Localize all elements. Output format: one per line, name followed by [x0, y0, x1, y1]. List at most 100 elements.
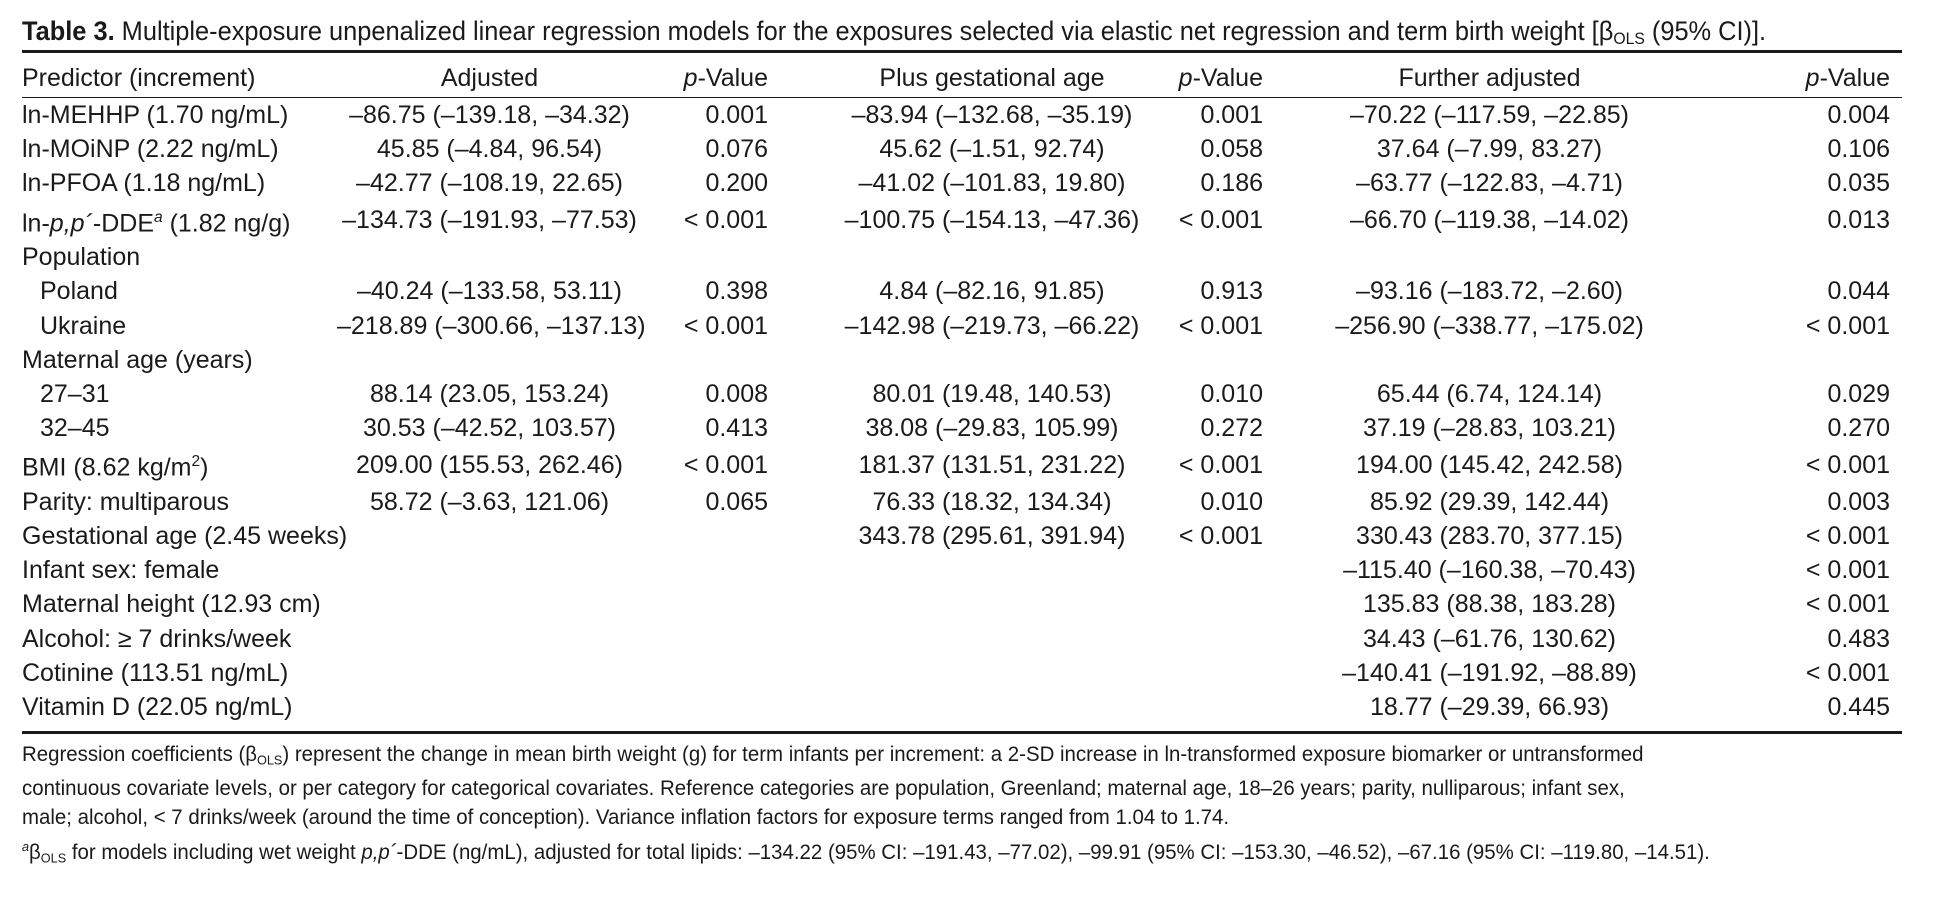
- header-p-value-further: p-Value: [1805, 64, 1890, 92]
- p-value-adjusted-cell: 0.065: [705, 487, 768, 516]
- p-value-further-cell: < 0.001: [1805, 522, 1890, 551]
- header-p-value-adjusted: p-Value: [683, 64, 768, 92]
- estimate-gestational-cell: [832, 553, 1152, 587]
- p-value-adjusted-cell: 0.008: [705, 379, 768, 408]
- estimate-adjusted-cell: 209.00 (155.53, 262.46): [356, 450, 623, 479]
- p-value-gestational-cell: < 0.001: [1178, 450, 1263, 479]
- p-value-further-cell: < 0.001: [1805, 658, 1890, 687]
- table-row: BMI (8.62 kg/m2) 209.00 (155.53, 262.46) <…: [22, 445, 1902, 485]
- p-value-gestational-cell: 0.001: [1200, 101, 1263, 129]
- estimate-further-cell: 135.83 (88.38, 183.28): [1363, 590, 1616, 619]
- p-value-gestational-cell: 0.010: [1200, 379, 1263, 408]
- p-value-adjusted-cell: [642, 656, 832, 690]
- estimate-further-cell: 37.19 (–28.83, 103.21): [1363, 414, 1616, 443]
- p-value-further-cell: 0.004: [1827, 101, 1890, 129]
- p-value-gestational-cell: [1152, 240, 1317, 274]
- caption-text: Multiple-exposure unpenalized linear reg…: [114, 16, 1599, 46]
- predictor-cell: Parity: multiparous: [22, 487, 230, 516]
- estimate-gestational-cell: –83.94 (–132.68, –35.19): [851, 101, 1133, 129]
- header-further-adjusted: Further adjusted: [1398, 64, 1581, 92]
- table-row: Maternal height (12.93 cm) 135.83 (88.38,…: [22, 587, 1902, 621]
- header-rule: [22, 97, 1902, 98]
- estimate-gestational-cell: [832, 622, 1152, 656]
- caption-text-end: (95% CI)].: [1644, 16, 1767, 46]
- predictor-cell: BMI (8.62 kg/m2): [22, 453, 209, 482]
- table-row: Cotinine (113.51 ng/mL) –140.41 (–191.92,…: [22, 656, 1902, 690]
- estimate-adjusted-cell: –40.24 (–133.58, 53.11): [356, 277, 623, 306]
- p-value-gestational-cell: [1152, 656, 1317, 690]
- table-row: Parity: multiparous 58.72 (–3.63, 121.06)…: [22, 485, 1902, 519]
- predictor-cell: Population: [22, 243, 141, 272]
- predictor-cell: Maternal height (12.93 cm): [22, 590, 321, 619]
- p-value-gestational-cell: 0.058: [1200, 135, 1263, 164]
- estimate-gestational-cell: –100.75 (–154.13, –47.36): [844, 206, 1140, 235]
- p-value-further-cell: [1662, 343, 1902, 377]
- predictor-cell: Cotinine (113.51 ng/mL): [22, 658, 289, 687]
- table-row: Poland –40.24 (–133.58, 53.11) 0.398 4.84 (…: [22, 274, 1902, 308]
- table-row: Ukraine –218.89 (–300.66, –137.13) < 0.001…: [22, 309, 1902, 343]
- header-row: Predictor (increment) Adjusted p-Value P…: [22, 60, 1902, 96]
- p-value-further-cell: 0.483: [1827, 624, 1890, 653]
- estimate-adjusted-cell: –134.73 (–191.93, –77.53): [342, 206, 637, 235]
- estimate-adjusted-cell: 45.85 (–4.84, 96.54): [376, 135, 603, 164]
- p-value-adjusted-cell: 0.001: [705, 101, 768, 129]
- estimate-further-cell: 18.77 (–29.39, 66.93): [1369, 693, 1610, 722]
- estimate-further-cell: [1317, 343, 1662, 377]
- caption-beta: β: [1598, 16, 1614, 46]
- estimate-further-cell: 85.92 (29.39, 142.44): [1369, 487, 1610, 516]
- p-value-adjusted-cell: [642, 553, 832, 587]
- estimate-gestational-cell: 181.37 (131.51, 231.22): [858, 450, 1126, 479]
- p-value-further-cell: 0.035: [1827, 169, 1890, 198]
- footnote-line: male; alcohol, < 7 drinks/week (around t…: [22, 805, 1230, 830]
- estimate-gestational-cell: 76.33 (18.32, 134.34): [872, 487, 1112, 516]
- p-value-gestational-cell: [1152, 587, 1317, 621]
- estimate-gestational-cell: 343.78 (295.61, 391.94): [858, 522, 1126, 551]
- predictor-cell: Alcohol: ≥ 7 drinks/week: [22, 624, 292, 653]
- header-predictor: Predictor (increment): [22, 64, 256, 92]
- estimate-gestational-cell: 4.84 (–82.16, 91.85): [879, 277, 1105, 306]
- bottom-rule: [22, 731, 1902, 734]
- table-row: ln-PFOA (1.18 ng/mL) –42.77 (–108.19, 22.…: [22, 166, 1902, 200]
- header-plus-gestational-age: Plus gestational age: [879, 64, 1105, 92]
- p-value-further-cell: 0.044: [1827, 277, 1890, 306]
- p-value-adjusted-cell: [642, 343, 832, 377]
- estimate-adjusted-cell: [337, 343, 642, 377]
- estimate-adjusted-cell: [337, 690, 642, 724]
- p-value-adjusted-cell: < 0.001: [683, 311, 768, 340]
- estimate-further-cell: [1317, 240, 1662, 274]
- header-adjusted: Adjusted: [440, 64, 539, 92]
- predictor-cell: Maternal age (years): [22, 345, 253, 374]
- p-value-adjusted-cell: [642, 240, 832, 274]
- estimate-further-cell: –140.41 (–191.92, –88.89): [1342, 658, 1637, 687]
- table-row: ln-MEHHP (1.70 ng/mL) –86.75 (–139.18, –3…: [22, 96, 1902, 132]
- table-row: ln-p,p´-DDEa (1.82 ng/g) –134.73 (–191.93…: [22, 201, 1902, 241]
- predictor-cell: Infant sex: female: [22, 556, 220, 585]
- table-row: 27–31 88.14 (23.05, 153.24) 0.008 80.01 (19…: [22, 377, 1902, 411]
- predictor-cell: Gestational age (2.45 weeks): [22, 522, 348, 551]
- estimate-further-cell: 330.43 (283.70, 377.15): [1356, 522, 1623, 551]
- predictor-cell: Ukraine: [40, 311, 127, 340]
- p-value-gestational-cell: 0.913: [1200, 277, 1263, 306]
- p-value-gestational-cell: [1152, 343, 1317, 377]
- table-row: ln-MOiNP (2.22 ng/mL) 45.85 (–4.84, 96.54…: [22, 132, 1902, 166]
- estimate-adjusted-cell: [337, 656, 642, 690]
- p-value-adjusted-cell: 0.076: [705, 135, 768, 164]
- p-value-gestational-cell: < 0.001: [1178, 206, 1263, 235]
- p-value-adjusted-cell: < 0.001: [683, 206, 768, 235]
- estimate-adjusted-cell: [337, 587, 642, 621]
- p-value-gestational-cell: < 0.001: [1178, 311, 1263, 340]
- p-value-gestational-cell: 0.010: [1200, 487, 1263, 516]
- estimate-adjusted-cell: 88.14 (23.05, 153.24): [369, 379, 610, 408]
- table-number: Table 3.: [22, 16, 115, 46]
- p-value-adjusted-cell: [642, 690, 832, 724]
- p-value-further-cell: 0.013: [1827, 206, 1890, 235]
- p-value-further-cell: 0.445: [1827, 693, 1890, 722]
- predictor-cell: ln-MEHHP (1.70 ng/mL): [22, 101, 289, 129]
- table-row: Maternal age (years): [22, 343, 1902, 377]
- estimate-further-cell: 34.43 (–61.76, 130.62): [1363, 624, 1616, 653]
- estimate-further-cell: –70.22 (–117.59, –22.85): [1350, 101, 1629, 129]
- estimate-gestational-cell: [832, 690, 1152, 724]
- estimate-gestational-cell: [832, 343, 1152, 377]
- p-value-gestational-cell: 0.186: [1200, 169, 1263, 198]
